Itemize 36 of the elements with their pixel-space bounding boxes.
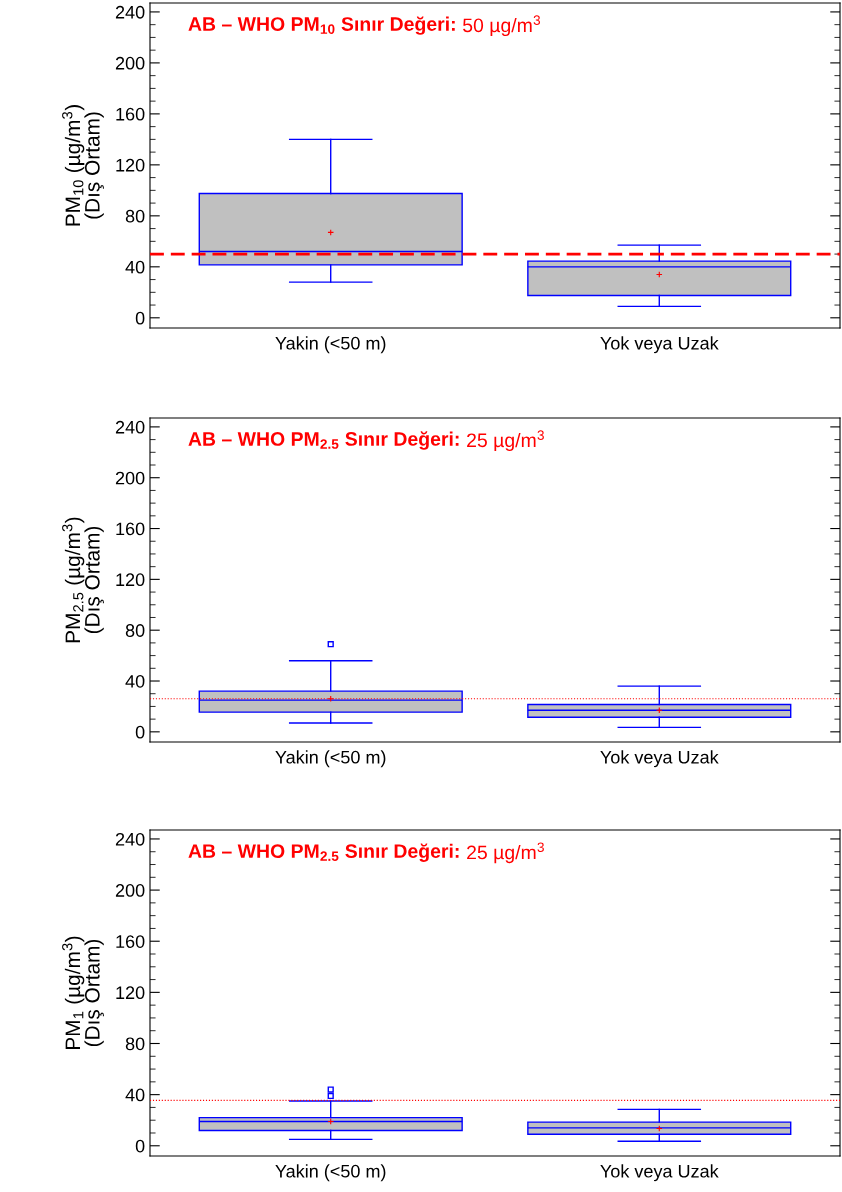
annotation: 25 µg/m$^{3}$ — [467, 430, 544, 452]
y-tick-label: 80 — [125, 209, 145, 223]
y-tick-label: 200 — [115, 884, 145, 897]
x-tick-label: Yok veya Uzak — [600, 336, 719, 354]
y-tick-label: 200 — [115, 471, 145, 485]
y-tick-label: 80 — [125, 624, 145, 637]
y-tick-label: 200 — [115, 56, 145, 70]
y-tick-label: 160 — [116, 107, 145, 121]
x-tick-label: Yakin (<50 m) — [275, 336, 386, 354]
y-tick-label: 240 — [115, 420, 145, 434]
y-tick-label: 160 — [116, 522, 145, 536]
y-tick-label: 40 — [125, 674, 145, 688]
annotation: 25 µg/m$^{3}$ — [467, 842, 544, 864]
y-tick-label: 0 — [135, 725, 145, 739]
y-axis-title: PM$_{10}$ (µg/m$^{3}$) (Dış Ortam) — [62, 105, 104, 226]
x-tick-label: Yakin (<50 m) — [275, 1164, 386, 1182]
y-tick-label: 240 — [115, 5, 145, 19]
y-tick-label: 120 — [116, 158, 145, 172]
y-tick-label: 40 — [125, 260, 145, 274]
x-tick-label: Yakin (<50 m) — [275, 750, 386, 768]
x-tick-label: Yok veya Uzak — [600, 750, 719, 768]
y-tick-label: 0 — [135, 311, 145, 325]
y-tick-label: 40 — [125, 1088, 145, 1102]
y-tick-label: 240 — [115, 832, 145, 846]
y-tick-label: 160 — [116, 935, 145, 948]
annotation: 50 µg/m$^{3}$ — [463, 15, 541, 37]
y-tick-label: 120 — [116, 573, 145, 587]
annotation: AB – WHO PM$_{2.5}$ Sınır Değeri: — [188, 431, 459, 450]
y-axis-title: PM$_{1}$ (µg/m$^{3}$) (Dış Ortam) — [62, 936, 104, 1049]
annotation: AB – WHO PM$_{2.5}$ Sınır Değeri: — [188, 843, 459, 862]
annotation: AB – WHO PM$_{10}$ Sınır Değeri: — [188, 16, 455, 35]
y-tick-label: 80 — [125, 1037, 145, 1051]
y-tick-label: 120 — [116, 986, 145, 1000]
y-axis-title: PM$_{2.5}$ (µg/m$^{3}$) (Dış Ortam) — [62, 517, 104, 643]
x-tick-label: Yok veya Uzak — [600, 1164, 719, 1182]
y-tick-label: 0 — [135, 1139, 145, 1153]
